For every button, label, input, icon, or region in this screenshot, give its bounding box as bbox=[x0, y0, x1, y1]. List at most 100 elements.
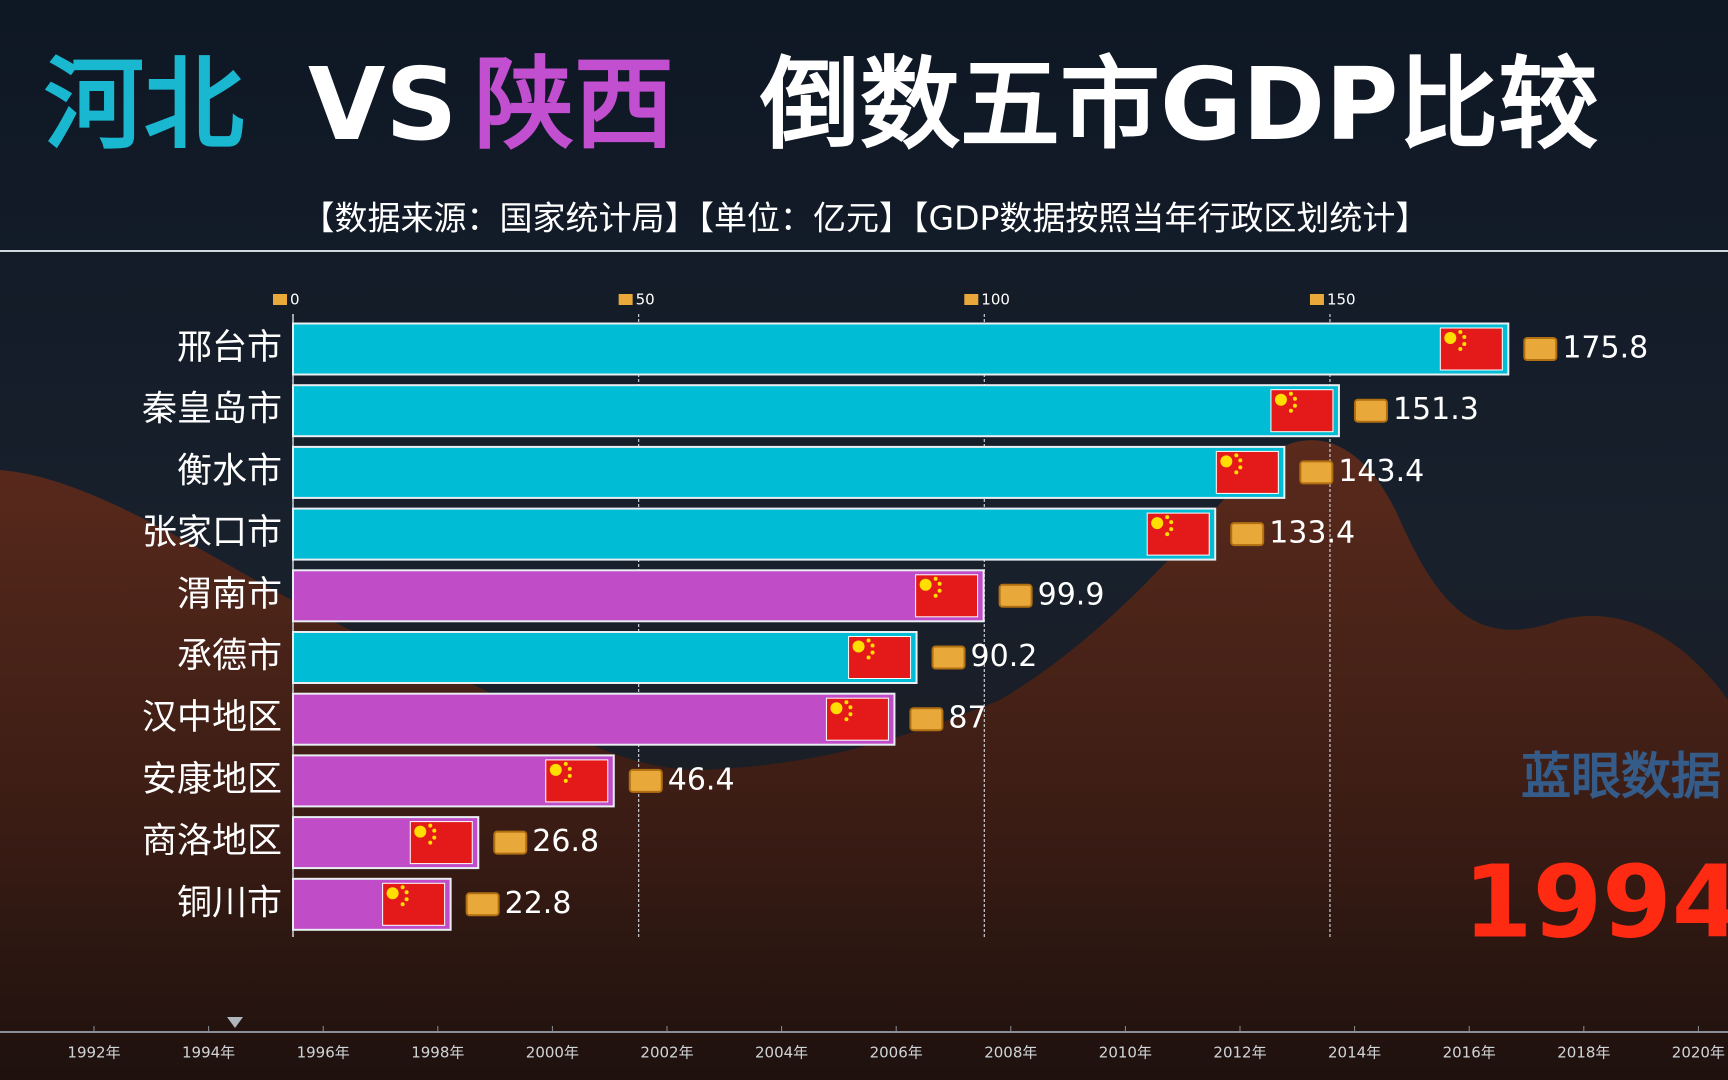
y-tick-label: 张家口市 bbox=[142, 513, 282, 553]
tick-icon bbox=[273, 294, 287, 305]
coin-icon bbox=[1299, 460, 1334, 485]
flag-star bbox=[1165, 515, 1170, 520]
watermark: 蓝眼数据 bbox=[1521, 748, 1721, 806]
flag-star bbox=[830, 702, 843, 715]
y-tick-label: 衡水市 bbox=[177, 451, 282, 491]
flag-star bbox=[400, 902, 405, 907]
timeline-label: 2010年 bbox=[1099, 1044, 1152, 1062]
flag-star bbox=[870, 643, 875, 648]
bar bbox=[292, 507, 1217, 561]
timeline-label: 2008年 bbox=[984, 1044, 1037, 1062]
flag-star bbox=[1234, 470, 1239, 475]
flag-star bbox=[1292, 396, 1297, 401]
x-tick-label: 0 bbox=[290, 291, 300, 309]
coin-icon bbox=[931, 645, 966, 670]
title-part: VS bbox=[308, 46, 457, 163]
bar bbox=[292, 569, 985, 623]
timeline-label: 2000年 bbox=[526, 1044, 579, 1062]
y-tick-label: 承德市 bbox=[177, 637, 282, 677]
coin-icon bbox=[1353, 398, 1388, 423]
y-tick-label: 汉中地区 bbox=[142, 698, 282, 738]
timeline-label: 2018年 bbox=[1557, 1044, 1610, 1062]
flag-star bbox=[567, 766, 572, 771]
value-label: 87 bbox=[948, 701, 986, 736]
bar bbox=[292, 322, 1510, 376]
flag-star bbox=[1462, 335, 1467, 339]
title-part: 陕西 bbox=[474, 46, 674, 163]
value-label: 26.8 bbox=[532, 824, 599, 859]
flag-star bbox=[1169, 520, 1174, 525]
flag-star bbox=[1220, 455, 1233, 468]
chart-title: 河北 VS 陕西 倒数五市GDP比较 bbox=[44, 46, 1598, 163]
value-label: 175.8 bbox=[1562, 331, 1648, 366]
timeline-label: 2004年 bbox=[755, 1044, 808, 1062]
flag-star bbox=[848, 712, 853, 717]
tick-icon bbox=[964, 294, 979, 305]
flag-star bbox=[852, 640, 865, 653]
flag-star bbox=[428, 840, 433, 845]
flag-star bbox=[549, 763, 562, 776]
title-part: 河北 bbox=[44, 46, 244, 163]
timeline-label: 1998年 bbox=[411, 1044, 464, 1062]
flag-star bbox=[1169, 527, 1174, 532]
flag-star bbox=[1274, 393, 1287, 406]
flag-star bbox=[386, 887, 399, 900]
flag-star bbox=[432, 835, 437, 840]
coin-icon bbox=[465, 892, 500, 917]
timeline-label: 2014年 bbox=[1328, 1044, 1381, 1062]
year-label: 1994年 bbox=[1463, 843, 1728, 960]
flag-star bbox=[563, 778, 568, 783]
flag-star bbox=[404, 897, 409, 902]
y-tick-label: 铜川市 bbox=[177, 883, 282, 923]
timeline-label: 2012年 bbox=[1213, 1044, 1266, 1062]
flag-star bbox=[933, 593, 938, 598]
tick-icon bbox=[1309, 294, 1324, 305]
flag-star bbox=[844, 700, 849, 705]
flag-star bbox=[1238, 465, 1243, 470]
bar bbox=[292, 384, 1340, 438]
value-label: 143.4 bbox=[1338, 454, 1424, 489]
coin-icon bbox=[493, 830, 528, 855]
flag-star bbox=[937, 588, 942, 593]
timeline-label: 1992年 bbox=[67, 1044, 120, 1062]
bar bbox=[292, 692, 896, 746]
timeline-label: 1994年 bbox=[182, 1044, 235, 1062]
timeline-pointer bbox=[227, 1017, 243, 1028]
flag-star bbox=[1292, 403, 1297, 408]
flag-star bbox=[866, 655, 871, 660]
flag-star bbox=[428, 823, 433, 828]
value-label: 46.4 bbox=[668, 762, 735, 797]
coin-icon bbox=[628, 768, 663, 793]
flag-star bbox=[1238, 458, 1243, 463]
value-label: 133.4 bbox=[1269, 516, 1355, 551]
flag-star bbox=[1444, 332, 1457, 344]
flag-star bbox=[844, 717, 849, 722]
flag-star bbox=[1234, 453, 1239, 458]
timeline-label: 1996年 bbox=[297, 1044, 350, 1062]
flag-star bbox=[563, 761, 568, 766]
flag-star bbox=[1288, 408, 1293, 413]
timeline-label: 2016年 bbox=[1443, 1044, 1496, 1062]
coin-icon bbox=[1523, 337, 1558, 361]
x-tick-label: 100 bbox=[981, 291, 1010, 309]
flag-star bbox=[404, 890, 409, 895]
value-label: 151.3 bbox=[1393, 392, 1479, 427]
flag-star bbox=[1462, 342, 1467, 346]
flag-star bbox=[1458, 330, 1463, 334]
value-label: 22.8 bbox=[505, 886, 572, 921]
flag-star bbox=[937, 581, 942, 586]
flag-star bbox=[567, 773, 572, 778]
flag-star bbox=[1288, 391, 1293, 396]
x-tick-label: 50 bbox=[636, 291, 655, 309]
flag-star bbox=[919, 578, 932, 591]
tick-icon bbox=[618, 294, 633, 305]
title-part: 倒数五市GDP比较 bbox=[759, 46, 1598, 163]
coin-icon bbox=[1230, 522, 1265, 547]
flag-star bbox=[866, 638, 871, 643]
timeline-label: 2020年 bbox=[1672, 1044, 1725, 1062]
flag-star bbox=[933, 576, 938, 581]
subtitle: 【数据来源：国家统计局】【单位：亿元】【GDP数据按照当年行政区划统计】 bbox=[302, 199, 1429, 238]
timeline-label: 2006年 bbox=[870, 1044, 923, 1062]
coin-icon bbox=[998, 583, 1033, 608]
